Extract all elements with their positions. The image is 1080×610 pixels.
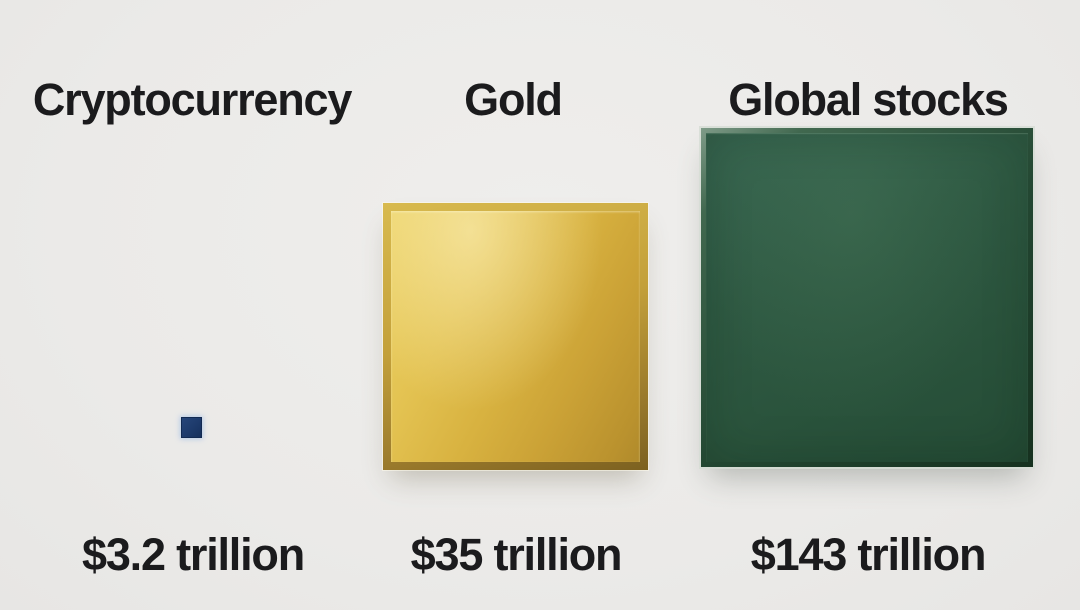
value-label-global-stocks: $143 trillion — [750, 529, 987, 580]
gold-square-face — [391, 211, 640, 462]
value-label-gold: $35 trillion — [410, 529, 623, 580]
cryptocurrency-square — [181, 417, 202, 438]
gold-square — [383, 203, 648, 470]
category-label-cryptocurrency: Cryptocurrency — [32, 74, 353, 125]
value-label-cryptocurrency: $3.2 trillion — [82, 529, 305, 580]
global-stocks-square-face — [706, 133, 1028, 462]
global-stocks-square — [701, 128, 1033, 467]
category-label-global-stocks: Global stocks — [728, 74, 1009, 125]
category-label-gold: Gold — [464, 74, 563, 125]
